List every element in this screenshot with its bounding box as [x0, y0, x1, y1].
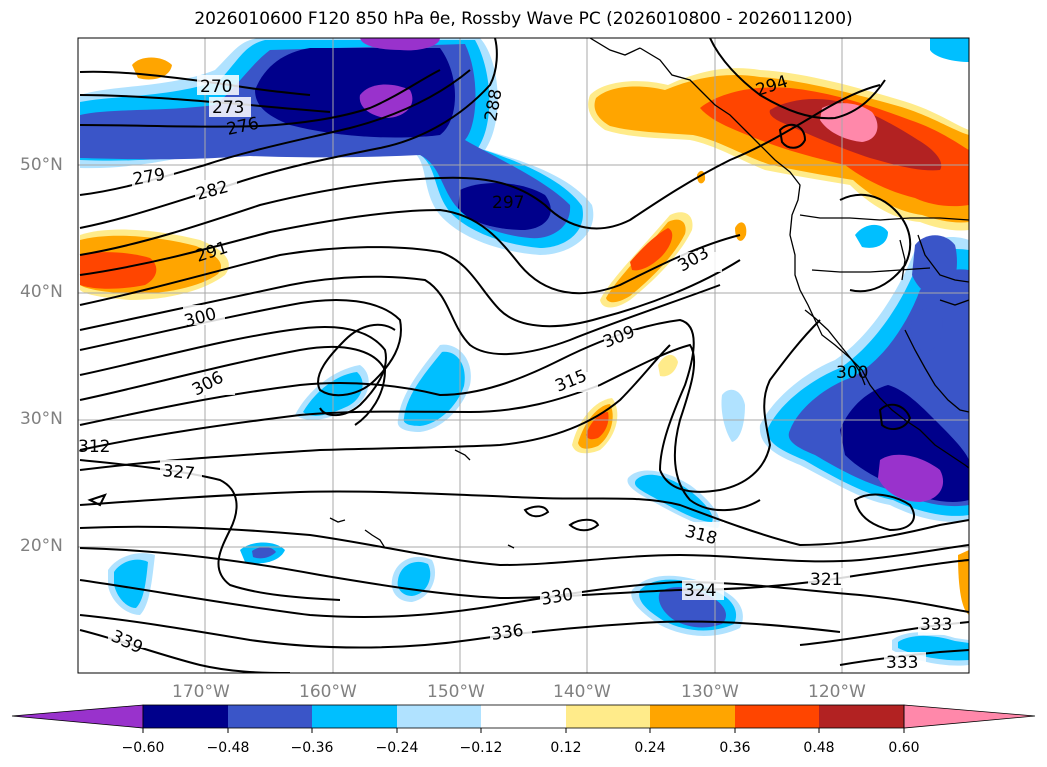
colorbar-extend-high: [903, 704, 1036, 729]
colorbar-seg-6: [566, 705, 650, 728]
contour-label-333: 333: [920, 615, 952, 635]
contour-294: [79, 246, 741, 328]
anomaly-blob-west-coast: [855, 224, 888, 248]
figure-title: 2026010600 F120 850 hPa θe, Rossby Wave …: [194, 9, 853, 29]
contour-276: [79, 69, 441, 128]
contour-label-270: 270: [200, 77, 232, 97]
lon-label-130w: 130°W: [681, 682, 739, 702]
colorbar-label-8: 0.36: [719, 740, 750, 756]
colorbar-seg-9: [819, 705, 904, 728]
colorbar-label-10: 0.60: [888, 740, 919, 756]
contour-east-5: [853, 493, 915, 532]
contour-label-327: 327: [161, 461, 195, 484]
anomaly-blob-central-6: [721, 389, 745, 442]
contour-label-333b: 333: [886, 653, 918, 673]
colorbar-label-7: 0.24: [634, 740, 665, 756]
contour-label-324: 324: [684, 581, 716, 601]
lat-label-50: 50°N: [20, 155, 63, 175]
anomaly-blob-north-trough-5: [458, 183, 551, 230]
contour-297: [79, 275, 721, 355]
anomaly-blob-ne-ridge-5: [820, 103, 878, 142]
contour-east-1: [709, 38, 886, 120]
map-panel: 270 273 276 279 282 288 291 294 297 300 …: [78, 38, 969, 673]
colorbar: −0.60 −0.48 −0.36 −0.24 −0.12 0.12 0.24 …: [11, 704, 1036, 756]
colorbar-label-9: 0.48: [803, 740, 834, 756]
contour-309: [79, 318, 821, 493]
anomaly-blob-west-warm-3: [80, 252, 157, 289]
anomaly-blob-subtrop-2c: [586, 412, 609, 440]
lat-label-40: 40°N: [20, 282, 63, 302]
colorbar-extend-low: [11, 704, 144, 729]
contour-label-321: 321: [810, 570, 842, 590]
anomaly-blob-central-2b: [403, 351, 465, 426]
graticule: [78, 38, 969, 673]
contour-321: [79, 525, 969, 567]
lon-label-120w: 120°W: [808, 682, 866, 702]
anomaly-blob-subtrop-5: [958, 550, 969, 615]
contour-label-336: 336: [490, 621, 525, 645]
anomaly-blob-central-5b: [114, 559, 148, 608]
contour-label-312: 312: [78, 437, 110, 457]
colorbar-seg-5: [481, 705, 566, 728]
contour-east-4: [878, 403, 912, 431]
contour-east-2: [778, 123, 807, 149]
contour-306: [79, 346, 387, 426]
contour-300: [79, 299, 402, 397]
lon-label-170w: 170°W: [172, 682, 230, 702]
anomaly-blob-north-trough-4: [255, 48, 455, 138]
colorbar-seg-4: [397, 705, 481, 728]
colorbar-label-5: −0.12: [460, 740, 503, 756]
anomaly-blob-north-trough-7: [360, 38, 440, 51]
lon-label-150w: 150°W: [427, 682, 485, 702]
contour-small-1: [523, 505, 550, 518]
coastlines: [329, 38, 969, 549]
anomaly-blob-subtrop-3: [658, 354, 678, 377]
anomaly-blob-subtrop-1c: [630, 228, 673, 271]
contour-315: [79, 344, 671, 471]
colorbar-seg-1: [143, 705, 228, 728]
contour-291: [79, 208, 741, 295]
contour-small-2: [568, 518, 600, 532]
contour-label-300b: 300: [836, 363, 868, 383]
lat-label-20: 20°N: [20, 536, 63, 556]
contour-318: [79, 490, 969, 547]
anomaly-blob-central-4b: [397, 561, 431, 596]
colorbar-seg-2: [228, 705, 312, 728]
anomaly-blob-southeast-5: [878, 454, 944, 502]
anomaly-blob-central-3b: [252, 546, 276, 559]
anomaly-blob-ne-corner: [930, 38, 969, 62]
contour-label-297: 297: [492, 193, 524, 213]
colorbar-seg-7: [650, 705, 735, 728]
map-frame: [77, 37, 970, 674]
colorbar-label-6: 0.12: [550, 740, 581, 756]
contour-east-3: [839, 193, 912, 293]
lat-label-30: 30°N: [20, 409, 63, 429]
lon-label-160w: 160°W: [299, 682, 357, 702]
contour-312: [79, 343, 761, 512]
contour-small-3: [87, 493, 107, 507]
positive-anomaly-blobs: [80, 57, 969, 615]
contour-282: [79, 38, 498, 229]
colorbar-label-4: −0.24: [376, 740, 419, 756]
contour-303: [79, 325, 387, 417]
lon-label-140w: 140°W: [553, 682, 611, 702]
colorbar-label-1: −0.60: [122, 740, 165, 756]
contour-label-273: 273: [212, 98, 244, 118]
contour-336: [79, 614, 841, 649]
colorbar-label-2: −0.48: [207, 740, 250, 756]
colorbar-label-3: −0.36: [291, 740, 334, 756]
colorbar-seg-3: [312, 705, 397, 728]
anomaly-blob-ne-ridge-3: [700, 87, 969, 207]
contour-288: [79, 84, 881, 256]
anomaly-blob-west-coast-3: [910, 308, 943, 352]
colorbar-seg-8: [735, 705, 819, 728]
